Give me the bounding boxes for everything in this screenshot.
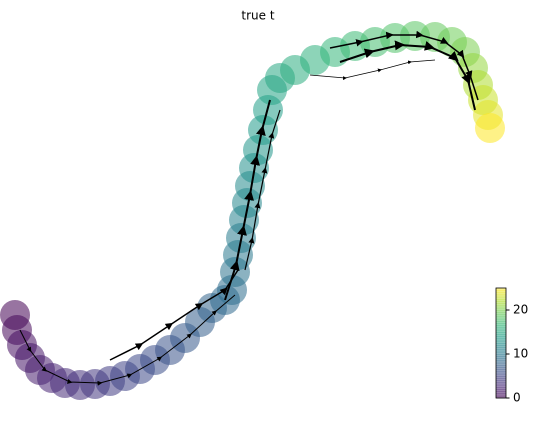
colorbar-step xyxy=(496,347,506,351)
colorbar-tick-label: 10 xyxy=(513,347,528,361)
colorbar-step xyxy=(496,332,506,335)
colorbar-step xyxy=(496,391,506,395)
colorbar-step xyxy=(496,303,506,307)
colorbar-step xyxy=(496,354,506,357)
colorbar-step xyxy=(496,301,506,304)
colorbar-step xyxy=(496,305,506,309)
colorbar-step xyxy=(496,367,506,370)
colorbar-step xyxy=(496,338,506,342)
colorbar-step xyxy=(496,307,506,311)
colorbar-step xyxy=(496,387,506,390)
streamlines xyxy=(19,30,479,386)
colorbar: 0 10 20 xyxy=(495,287,528,405)
colorbar-step xyxy=(496,369,506,373)
colorbar-step xyxy=(496,382,506,386)
colorbar-step xyxy=(496,351,506,355)
colorbar-step xyxy=(496,314,506,318)
colorbar-step xyxy=(496,380,506,384)
colorbar-step xyxy=(496,343,506,346)
colorbar-step xyxy=(496,393,506,397)
colorbar-step xyxy=(496,334,506,337)
colorbar-step xyxy=(496,389,506,392)
colorbar-step xyxy=(496,340,506,344)
colorbar-step xyxy=(496,323,506,326)
colorbar-step xyxy=(496,312,506,315)
colorbar-step xyxy=(496,336,506,340)
colorbar-step xyxy=(496,294,506,298)
colorbar-step xyxy=(496,318,506,322)
colorbar-step xyxy=(496,378,506,381)
colorbar-step xyxy=(496,299,506,302)
colorbar-step xyxy=(496,345,506,348)
colorbar-step xyxy=(496,376,506,379)
colorbar-step xyxy=(496,290,506,293)
colorbar-tick-label: 20 xyxy=(513,303,528,317)
colorbar-frame xyxy=(495,287,507,399)
colorbar-step xyxy=(496,310,506,313)
colorbar-step xyxy=(496,292,506,296)
chart-title: true t xyxy=(241,9,274,23)
colorbar-step xyxy=(496,356,506,359)
colorbar-step xyxy=(496,395,506,399)
colorbar-step xyxy=(496,358,506,362)
colorbar-step xyxy=(496,316,506,320)
colorbar-step xyxy=(496,373,506,377)
colorbar-step xyxy=(496,329,506,333)
colorbar-step xyxy=(496,365,506,368)
colorbar-step xyxy=(496,384,506,388)
points xyxy=(0,21,505,400)
colorbar-step xyxy=(496,371,506,375)
colorbar-tick-label: 0 xyxy=(513,391,521,405)
colorbar-step xyxy=(496,288,506,291)
colorbar-step xyxy=(496,360,506,364)
colorbar-step xyxy=(496,327,506,331)
colorbar-step xyxy=(496,325,506,329)
colorbar-step xyxy=(496,321,506,324)
colorbar-step xyxy=(496,296,506,300)
point xyxy=(475,113,505,143)
colorbar-step xyxy=(496,362,506,366)
colorbar-step xyxy=(496,349,506,353)
